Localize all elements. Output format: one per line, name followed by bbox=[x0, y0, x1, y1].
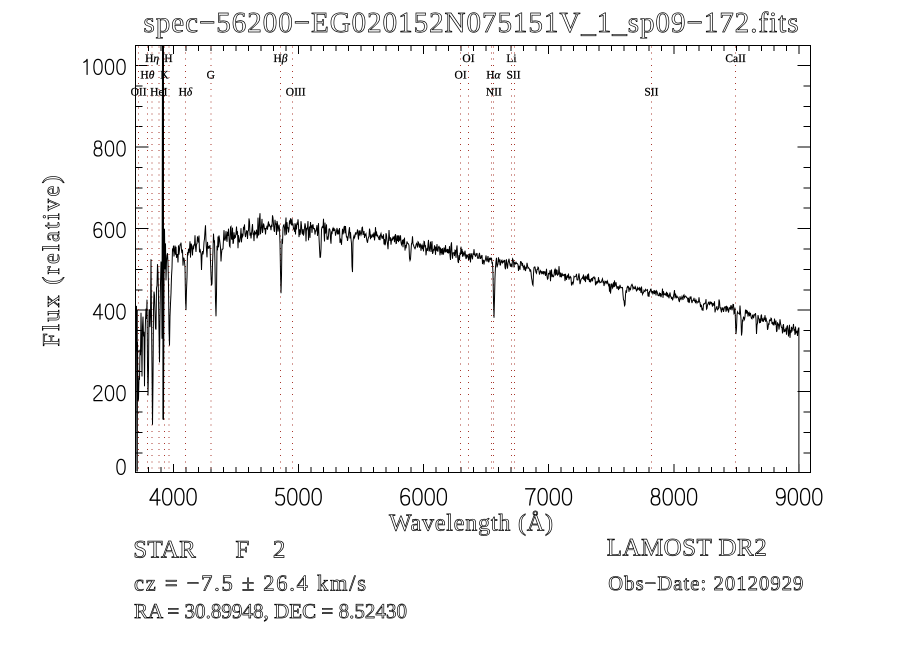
svg-text:spec−56200−EG020152N075151V_1_: spec−56200−EG020152N075151V_1_sp09−172.f… bbox=[144, 7, 799, 39]
svg-text:SII: SII bbox=[644, 87, 658, 99]
svg-text:Hβ: Hβ bbox=[273, 53, 287, 65]
svg-text:Obs−Date: 20120929: Obs−Date: 20120929 bbox=[608, 573, 803, 595]
svg-text:HeI: HeI bbox=[150, 87, 167, 99]
svg-text:OI: OI bbox=[462, 53, 474, 65]
svg-text:Hθ: Hθ bbox=[140, 70, 154, 82]
svg-text:OI: OI bbox=[455, 70, 467, 82]
svg-text:STAR: STAR bbox=[133, 537, 196, 564]
svg-text:Hδ: Hδ bbox=[179, 87, 193, 99]
svg-text:CaII: CaII bbox=[725, 53, 746, 65]
svg-text:Wavelength (Å): Wavelength (Å) bbox=[389, 511, 553, 537]
svg-text:H: H bbox=[164, 53, 172, 65]
svg-text:Hα: Hα bbox=[486, 70, 501, 82]
svg-text:RA = 30.89948, DEC = 8.5243: RA = 30.89948, DEC = 8.52430 bbox=[134, 599, 407, 623]
svg-text:Li: Li bbox=[506, 53, 516, 65]
svg-text:NII: NII bbox=[486, 87, 502, 99]
svg-text:Flux (relative): Flux (relative) bbox=[39, 176, 65, 347]
svg-text:SII: SII bbox=[506, 70, 520, 82]
svg-text:OIII: OIII bbox=[286, 87, 306, 99]
svg-text:K: K bbox=[160, 70, 169, 82]
svg-text:LAMOST DR2: LAMOST DR2 bbox=[607, 535, 767, 562]
svg-text:cz = −7.5 ± 26.4 km/s: cz = −7.5 ± 26.4 km/s bbox=[134, 571, 366, 596]
svg-text:OII: OII bbox=[131, 87, 147, 99]
svg-text:Hη: Hη bbox=[145, 53, 159, 65]
svg-text:G: G bbox=[207, 70, 215, 82]
